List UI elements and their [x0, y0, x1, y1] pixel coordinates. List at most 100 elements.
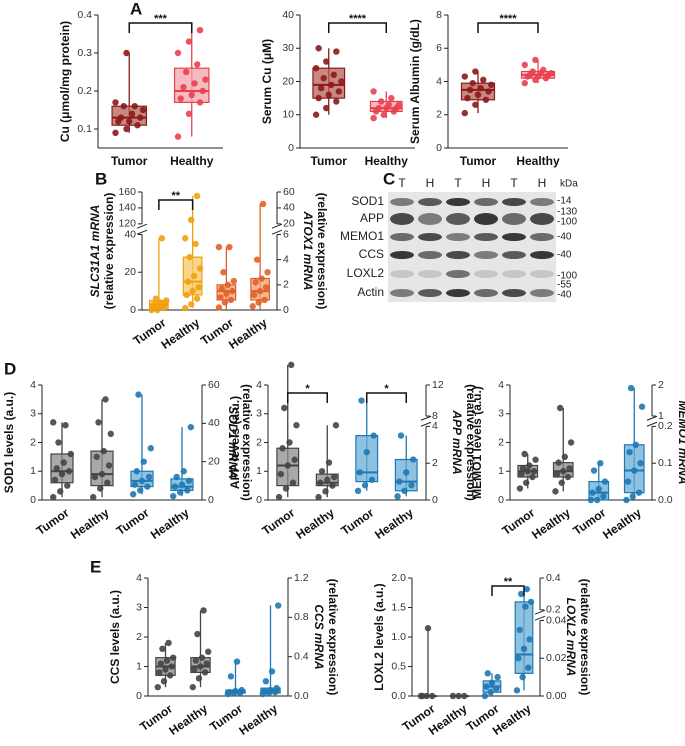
blot-band: [502, 213, 526, 225]
y-tick-label: 6: [436, 42, 442, 54]
y-tick-label: 0.1: [77, 123, 92, 135]
significance-label: **: [504, 576, 513, 588]
blot-band: [474, 270, 498, 278]
data-point: [157, 660, 165, 667]
blot-band: [446, 270, 470, 278]
data-point: [105, 462, 113, 469]
kda-marker: -14: [557, 196, 572, 207]
y-tick-label: 20: [208, 455, 220, 467]
y-tick-label: 0.1: [658, 457, 673, 469]
data-point: [193, 295, 201, 302]
data-point: [227, 296, 235, 304]
y-axis-label: APP levels (a.u.): [228, 396, 242, 489]
blot-band: [530, 270, 554, 278]
y-tick-label: 0.2: [77, 85, 92, 97]
significance-bracket: [477, 22, 539, 33]
data-point: [232, 687, 239, 695]
y-tick-label: 0: [432, 494, 438, 506]
lane-label: H: [426, 176, 435, 190]
blot-background: [388, 192, 556, 302]
data-point: [461, 692, 468, 700]
y-tick-label: 8: [436, 9, 442, 21]
data-point: [201, 669, 209, 676]
kda-marker: -130: [557, 207, 577, 218]
data-point: [230, 277, 237, 285]
blot-band: [474, 198, 498, 206]
data-point: [194, 630, 201, 638]
protein-label: APP: [360, 211, 384, 225]
data-point: [156, 669, 163, 676]
data-point: [477, 84, 484, 92]
data-point: [523, 585, 531, 593]
data-point: [203, 660, 210, 667]
data-point: [519, 465, 527, 472]
data-point: [199, 87, 206, 95]
data-point: [548, 69, 555, 77]
significance-label: **: [171, 190, 180, 202]
axis-break: [646, 421, 658, 427]
data-point: [522, 479, 530, 486]
data-point: [137, 114, 144, 121]
y-tick-label: 20: [124, 266, 136, 278]
data-point: [192, 657, 200, 664]
data-point: [273, 684, 280, 692]
data-point: [249, 303, 256, 310]
data-point: [259, 200, 267, 208]
y-tick-label: 8: [432, 410, 438, 422]
data-point: [315, 493, 322, 501]
data-point: [561, 453, 569, 461]
data-point: [518, 470, 525, 478]
data-point: [261, 687, 268, 695]
data-point: [397, 432, 405, 439]
x-tick-label: Tumor: [114, 505, 152, 538]
protein-label: SOD1: [351, 194, 384, 208]
panel-labels: A B C D E: [4, 0, 395, 576]
data-point: [218, 285, 226, 292]
data-point: [484, 670, 491, 677]
data-point: [159, 645, 166, 652]
data-point: [198, 654, 206, 661]
blot-band: [474, 251, 498, 259]
y-tick-label: 1.5: [391, 601, 406, 613]
kda-marker: -55: [557, 280, 572, 291]
y-tick-label: 0.3: [77, 47, 92, 59]
y-tick-label: 0: [136, 690, 142, 702]
data-point: [170, 654, 177, 661]
data-point: [325, 91, 332, 99]
y-axis-label: (relative expression): [102, 193, 116, 310]
data-point: [293, 422, 300, 429]
y-tick-label: 1: [136, 660, 142, 672]
data-point: [525, 664, 532, 671]
data-point: [196, 27, 204, 34]
significance-label: *: [384, 383, 389, 395]
data-point: [91, 473, 99, 481]
y-tick-label: 60: [208, 379, 220, 391]
y2-axis-label: CCS mRNA: [312, 604, 326, 669]
data-point: [104, 479, 111, 486]
significance-label: ***: [154, 13, 168, 25]
data-point: [58, 470, 66, 478]
data-point: [65, 468, 73, 475]
y2-axis-label: APP mRNA: [450, 409, 464, 474]
data-point: [455, 692, 462, 700]
data-point: [194, 61, 201, 68]
data-point: [627, 384, 635, 392]
data-point: [564, 473, 572, 481]
x-tick-label: Healthy: [529, 505, 573, 542]
data-point: [527, 598, 535, 606]
data-point: [215, 304, 223, 311]
data-point: [215, 243, 223, 251]
data-point: [513, 687, 521, 694]
data-point: [182, 304, 189, 312]
y-tick-label: 40: [283, 202, 295, 214]
significance-bracket: [128, 22, 193, 33]
data-point: [356, 469, 363, 476]
y-tick-label: 12: [432, 379, 444, 391]
x-tick-label: Healthy: [159, 315, 203, 352]
data-point: [370, 88, 377, 95]
panel-label: D: [4, 359, 16, 378]
y2-axis-label: (relative expression): [464, 384, 478, 501]
data-point: [517, 590, 525, 598]
data-point: [466, 86, 474, 94]
